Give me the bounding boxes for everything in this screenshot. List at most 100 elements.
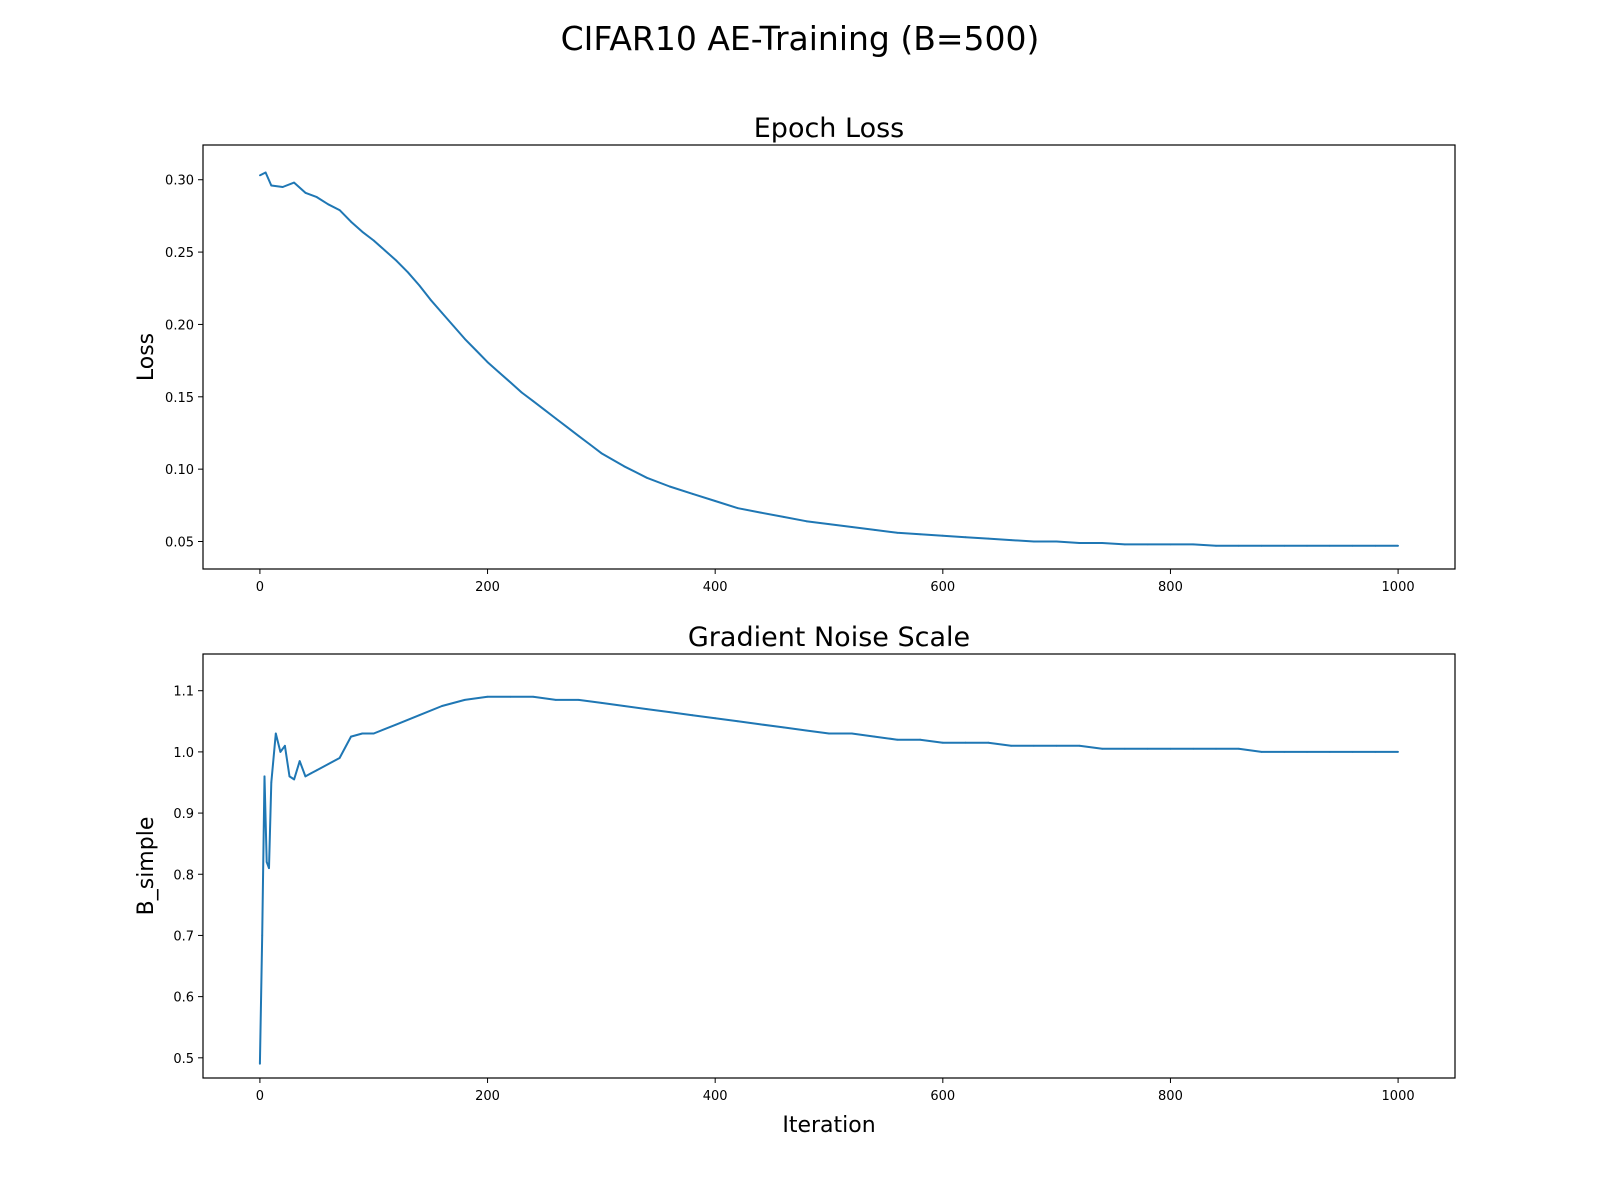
plot-frame — [202, 144, 1456, 570]
data-point — [828, 523, 830, 525]
data-point — [532, 695, 534, 698]
data-point — [1192, 543, 1195, 546]
data-point — [279, 751, 282, 753]
data-point — [1146, 747, 1149, 750]
panel-title: Epoch Loss — [754, 113, 904, 144]
data-point — [668, 485, 671, 488]
data-point — [600, 452, 603, 455]
data-point — [543, 408, 546, 411]
data-point — [873, 735, 876, 738]
data-point — [1306, 544, 1308, 547]
data-point — [919, 533, 921, 536]
figure-title: CIFAR10 AE-Training (B=500) — [561, 19, 1040, 58]
data-point — [554, 699, 557, 701]
data-point — [600, 702, 603, 704]
y-tick-label: 0.20 — [165, 318, 194, 333]
data-point — [281, 186, 284, 188]
y-tick-label: 0.05 — [165, 536, 194, 551]
data-point — [1237, 544, 1240, 547]
x-tick-label: 200 — [475, 580, 500, 595]
data-point — [265, 861, 268, 863]
data-point — [1078, 744, 1081, 747]
data-point — [1055, 744, 1058, 747]
data-point — [850, 732, 853, 735]
x-tick-label: 600 — [930, 580, 955, 595]
data-point — [1101, 542, 1104, 544]
data-point — [372, 239, 375, 242]
x-tick-label: 1000 — [1382, 1089, 1415, 1104]
data-point — [1010, 744, 1012, 747]
data-point — [261, 934, 264, 937]
data-point — [964, 536, 967, 539]
data-point — [1283, 751, 1286, 753]
data-point — [896, 531, 899, 534]
data-point — [395, 723, 398, 726]
data-point — [1260, 751, 1263, 753]
data-point — [691, 492, 694, 495]
data-point — [407, 271, 409, 274]
data-point — [1078, 542, 1081, 544]
data-point — [270, 781, 273, 784]
data-point — [338, 757, 341, 759]
data-point — [668, 711, 671, 713]
data-point — [1328, 751, 1331, 753]
data-point — [293, 181, 295, 184]
data-point — [646, 476, 648, 479]
data-point — [691, 714, 694, 717]
data-point — [1169, 543, 1172, 546]
y-tick-label: 0.25 — [165, 246, 194, 261]
data-point — [987, 537, 990, 540]
data-point — [1169, 747, 1172, 750]
data-point — [270, 184, 273, 187]
data-point — [463, 338, 466, 340]
data-point — [304, 775, 307, 778]
y-axis-label: B_simple — [134, 817, 159, 916]
y-tick-label: 0.8 — [173, 868, 194, 883]
data-point — [338, 209, 341, 212]
data-point — [1351, 544, 1354, 547]
data-point — [509, 381, 512, 384]
data-point — [987, 741, 990, 744]
data-point — [828, 732, 830, 735]
x-tick-label: 400 — [703, 1089, 728, 1104]
x-tick-label: 600 — [930, 1089, 955, 1104]
data-point — [486, 361, 489, 363]
data-point — [372, 732, 375, 735]
x-tick-label: 800 — [1158, 580, 1183, 595]
data-point — [1033, 744, 1035, 747]
data-point — [304, 191, 307, 194]
data-point — [264, 171, 267, 174]
y-axis-label: Loss — [134, 333, 159, 381]
data-point — [1351, 751, 1354, 753]
x-tick-label: 800 — [1158, 1089, 1183, 1104]
data-point — [714, 500, 717, 502]
data-point — [327, 203, 330, 206]
y-tick-label: 1.0 — [173, 746, 194, 761]
chart-panel-gns: 0 200 400 600 800 1000 0.5 0.6 0.7 0.8 0.9 1.0 1.1 Gr… — [134, 622, 1456, 1138]
data-point — [418, 714, 421, 717]
x-tick-label: 200 — [475, 1089, 500, 1104]
data-point — [350, 220, 352, 223]
data-point — [554, 417, 557, 420]
data-point — [452, 325, 455, 327]
data-point — [623, 705, 625, 707]
data-point — [259, 1063, 261, 1065]
data-point — [759, 511, 762, 514]
data-point — [1124, 543, 1126, 546]
y-tick-label: 0.15 — [165, 391, 194, 406]
data-point — [714, 717, 717, 720]
data-point — [274, 732, 277, 735]
data-point — [1397, 544, 1399, 547]
data-point — [577, 699, 580, 701]
data-point — [896, 738, 899, 741]
data-point — [293, 778, 295, 781]
data-point — [475, 349, 478, 352]
data-point — [964, 741, 967, 744]
data-point — [361, 230, 364, 233]
data-point — [310, 772, 312, 775]
data-point — [327, 763, 330, 765]
data-point — [873, 529, 876, 531]
data-point — [1215, 747, 1217, 750]
